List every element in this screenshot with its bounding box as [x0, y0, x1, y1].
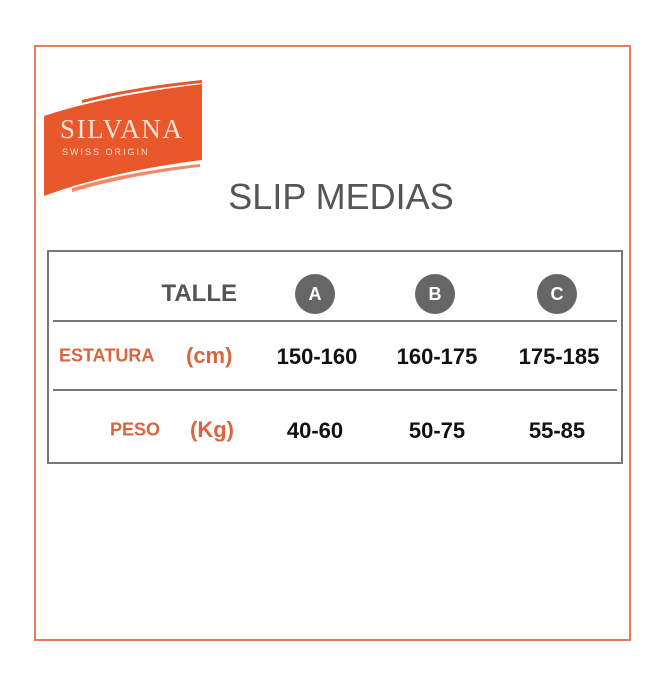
peso-a: 40-60 [286, 418, 344, 443]
estatura-b: 160-175 [396, 344, 478, 369]
peso-b: 50-75 [408, 418, 466, 443]
outer-frame [34, 45, 631, 641]
talle-label: TALLE [161, 280, 237, 307]
peso-c: 55-85 [528, 418, 586, 443]
estatura-unit: (cm) [186, 343, 233, 368]
estatura-label: ESTATURA [59, 345, 155, 366]
silvana-logo: SILVANA SWISS ORIGIN [44, 80, 202, 196]
peso-unit: (Kg) [190, 417, 234, 442]
estatura-c: 175-185 [518, 344, 600, 369]
estatura-a: 150-160 [276, 344, 358, 369]
size-badge-c: C [537, 274, 577, 314]
row-divider [53, 389, 617, 391]
size-badge-b: B [415, 274, 455, 314]
peso-label: PESO [110, 419, 161, 440]
page-title: SLIP MEDIAS [228, 176, 454, 217]
row-divider [53, 320, 617, 322]
svg-text:SWISS ORIGIN: SWISS ORIGIN [62, 147, 150, 157]
svg-text:SILVANA: SILVANA [60, 114, 183, 144]
size-table: TALLE A B C ESTATURA (cm) 150-160 160-17… [47, 250, 623, 464]
size-badge-a: A [295, 274, 335, 314]
